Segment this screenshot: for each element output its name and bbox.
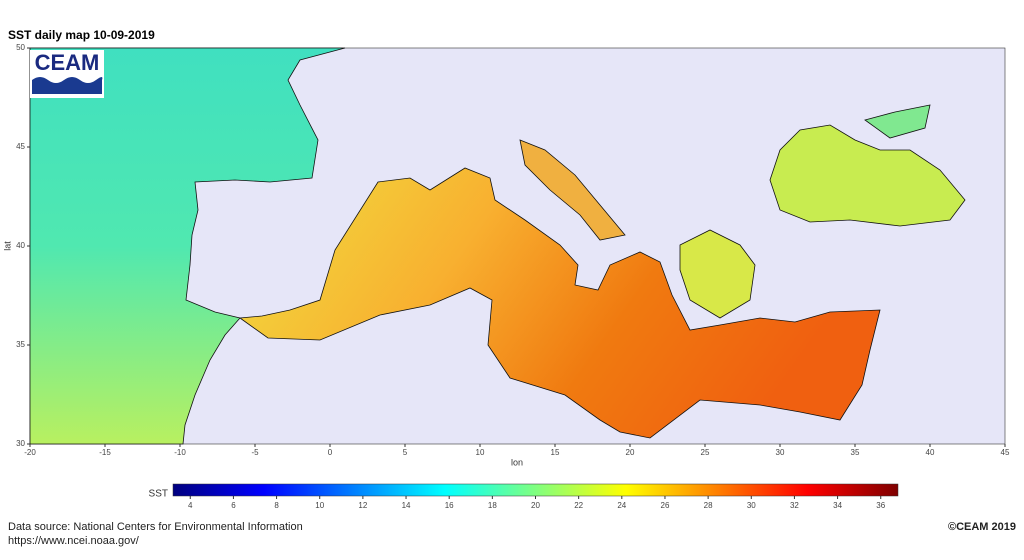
x-tick-label: 20	[626, 448, 635, 457]
colorbar-tick-label: 28	[704, 501, 713, 510]
colorbar-tick-label: 8	[274, 501, 279, 510]
source-text: Data source: National Centers for Enviro…	[8, 521, 303, 533]
colorbar-tick-label: 18	[488, 501, 497, 510]
x-tick-label: 25	[701, 448, 710, 457]
y-tick-label: 45	[16, 142, 25, 151]
x-tick-label: 0	[328, 448, 333, 457]
y-tick-label: 40	[16, 241, 25, 250]
x-tick-label: 45	[1001, 448, 1010, 457]
x-axis-label: lon	[511, 457, 523, 467]
y-tick-label: 35	[16, 340, 25, 349]
colorbar-tick-label: 22	[574, 501, 583, 510]
map-title: SST daily map 10-09-2019	[8, 28, 155, 42]
colorbar-tick-label: 4	[188, 501, 193, 510]
x-tick-label: -5	[251, 448, 259, 457]
x-tick-label: -15	[99, 448, 111, 457]
colorbar-tick-label: 20	[531, 501, 540, 510]
colorbar-tick-label: 30	[747, 501, 756, 510]
colorbar-tick-label: 6	[231, 501, 236, 510]
y-axis-label: lat	[2, 241, 12, 251]
colorbar-tick-label: 34	[833, 501, 842, 510]
colorbar-label: SST	[149, 489, 168, 500]
colorbar-tick-label: 10	[315, 501, 324, 510]
colorbar-tick-label: 36	[876, 501, 885, 510]
x-tick-label: -10	[174, 448, 186, 457]
x-tick-label: 10	[476, 448, 485, 457]
colorbar-tick-label: 24	[617, 501, 626, 510]
y-tick-label: 50	[16, 43, 25, 52]
source-url: https://www.ncei.noaa.gov/	[8, 535, 140, 547]
colorbar-tick-label: 26	[661, 501, 670, 510]
logo-text: CEAM	[35, 50, 100, 75]
x-tick-label: 40	[926, 448, 935, 457]
x-tick-label: 35	[851, 448, 860, 457]
x-tick-label: -20	[24, 448, 36, 457]
x-tick-label: 15	[551, 448, 560, 457]
colorbar-tick-label: 32	[790, 501, 799, 510]
y-tick-label: 30	[16, 439, 25, 448]
colorbar-tick-label: 12	[358, 501, 367, 510]
colorbar	[172, 483, 899, 497]
x-tick-label: 5	[403, 448, 408, 457]
x-tick-label: 30	[776, 448, 785, 457]
sea	[29, 47, 966, 445]
colorbar-tick-label: 16	[445, 501, 454, 510]
copyright: ©CEAM 2019	[948, 521, 1016, 533]
colorbar-tick-label: 14	[402, 501, 411, 510]
logo: CEAM	[30, 50, 104, 98]
